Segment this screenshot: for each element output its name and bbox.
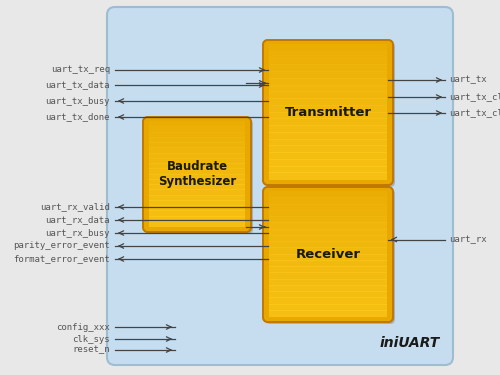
FancyBboxPatch shape bbox=[149, 147, 245, 153]
FancyBboxPatch shape bbox=[149, 189, 245, 195]
FancyBboxPatch shape bbox=[149, 158, 245, 164]
FancyBboxPatch shape bbox=[269, 241, 387, 248]
FancyBboxPatch shape bbox=[149, 153, 245, 159]
FancyBboxPatch shape bbox=[269, 71, 387, 79]
FancyBboxPatch shape bbox=[145, 119, 253, 234]
FancyBboxPatch shape bbox=[269, 118, 387, 126]
FancyBboxPatch shape bbox=[269, 310, 387, 317]
FancyBboxPatch shape bbox=[149, 163, 245, 169]
FancyBboxPatch shape bbox=[269, 64, 387, 72]
FancyBboxPatch shape bbox=[269, 210, 387, 217]
FancyBboxPatch shape bbox=[263, 187, 393, 322]
FancyBboxPatch shape bbox=[269, 254, 387, 261]
FancyBboxPatch shape bbox=[269, 247, 387, 255]
Text: uart_rx: uart_rx bbox=[449, 235, 486, 244]
FancyBboxPatch shape bbox=[265, 189, 395, 324]
FancyBboxPatch shape bbox=[269, 138, 387, 146]
FancyBboxPatch shape bbox=[269, 51, 387, 58]
FancyBboxPatch shape bbox=[269, 152, 387, 160]
FancyBboxPatch shape bbox=[149, 210, 245, 216]
FancyBboxPatch shape bbox=[149, 216, 245, 222]
Text: uart_tx_done: uart_tx_done bbox=[46, 112, 110, 122]
FancyBboxPatch shape bbox=[269, 285, 387, 292]
Text: clk_sys: clk_sys bbox=[72, 334, 110, 344]
FancyBboxPatch shape bbox=[269, 266, 387, 273]
FancyBboxPatch shape bbox=[265, 42, 395, 187]
FancyBboxPatch shape bbox=[149, 168, 245, 174]
FancyBboxPatch shape bbox=[269, 222, 387, 230]
FancyBboxPatch shape bbox=[269, 279, 387, 286]
Text: uart_tx_req: uart_tx_req bbox=[51, 66, 110, 75]
FancyBboxPatch shape bbox=[269, 228, 387, 236]
FancyBboxPatch shape bbox=[269, 204, 387, 211]
FancyBboxPatch shape bbox=[269, 125, 387, 133]
Text: uart_tx_clk_ebl: uart_tx_clk_ebl bbox=[449, 108, 500, 117]
FancyBboxPatch shape bbox=[269, 105, 387, 112]
FancyBboxPatch shape bbox=[269, 111, 387, 119]
Text: iniUART: iniUART bbox=[380, 336, 440, 350]
FancyBboxPatch shape bbox=[269, 235, 387, 242]
FancyBboxPatch shape bbox=[269, 197, 387, 204]
Text: uart_tx_clk: uart_tx_clk bbox=[449, 93, 500, 102]
Text: parity_error_event: parity_error_event bbox=[13, 242, 110, 250]
FancyBboxPatch shape bbox=[263, 40, 393, 185]
FancyBboxPatch shape bbox=[149, 200, 245, 206]
FancyBboxPatch shape bbox=[269, 57, 387, 65]
Text: config_xxx: config_xxx bbox=[56, 322, 110, 332]
FancyBboxPatch shape bbox=[269, 260, 387, 267]
Text: Receiver: Receiver bbox=[296, 248, 360, 261]
Text: Transmitter: Transmitter bbox=[284, 106, 372, 119]
FancyBboxPatch shape bbox=[269, 98, 387, 106]
FancyBboxPatch shape bbox=[143, 117, 251, 232]
FancyBboxPatch shape bbox=[269, 84, 387, 92]
FancyBboxPatch shape bbox=[269, 172, 387, 180]
Text: reset_n: reset_n bbox=[72, 345, 110, 354]
FancyBboxPatch shape bbox=[149, 126, 245, 132]
Text: uart_tx_busy: uart_tx_busy bbox=[46, 96, 110, 105]
FancyBboxPatch shape bbox=[269, 303, 387, 311]
FancyBboxPatch shape bbox=[149, 121, 245, 127]
Text: Baudrate
Synthesizer: Baudrate Synthesizer bbox=[158, 160, 236, 189]
FancyBboxPatch shape bbox=[269, 145, 387, 153]
Text: uart_rx_busy: uart_rx_busy bbox=[46, 228, 110, 237]
FancyBboxPatch shape bbox=[269, 191, 387, 198]
FancyBboxPatch shape bbox=[269, 159, 387, 166]
Text: format_error_event: format_error_event bbox=[13, 255, 110, 264]
FancyBboxPatch shape bbox=[149, 205, 245, 211]
FancyBboxPatch shape bbox=[149, 195, 245, 201]
FancyBboxPatch shape bbox=[269, 91, 387, 99]
FancyBboxPatch shape bbox=[269, 132, 387, 140]
Text: uart_rx_data: uart_rx_data bbox=[46, 216, 110, 225]
FancyBboxPatch shape bbox=[149, 132, 245, 138]
Text: uart_tx: uart_tx bbox=[449, 75, 486, 84]
FancyBboxPatch shape bbox=[269, 216, 387, 223]
FancyBboxPatch shape bbox=[107, 7, 453, 365]
Text: uart_tx_data: uart_tx_data bbox=[46, 81, 110, 90]
FancyBboxPatch shape bbox=[269, 272, 387, 279]
FancyBboxPatch shape bbox=[269, 78, 387, 86]
FancyBboxPatch shape bbox=[269, 291, 387, 298]
FancyBboxPatch shape bbox=[149, 221, 245, 227]
FancyBboxPatch shape bbox=[149, 142, 245, 148]
FancyBboxPatch shape bbox=[149, 174, 245, 180]
FancyBboxPatch shape bbox=[149, 137, 245, 143]
Text: uart_rx_valid: uart_rx_valid bbox=[40, 202, 110, 211]
FancyBboxPatch shape bbox=[149, 179, 245, 185]
FancyBboxPatch shape bbox=[269, 165, 387, 173]
FancyBboxPatch shape bbox=[269, 297, 387, 304]
FancyBboxPatch shape bbox=[149, 184, 245, 190]
FancyBboxPatch shape bbox=[269, 44, 387, 52]
